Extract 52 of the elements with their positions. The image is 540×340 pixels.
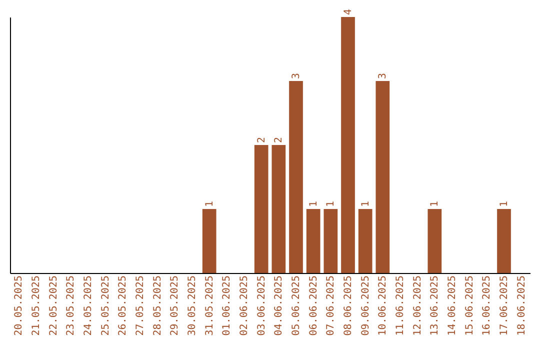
x-tick-label: 22.05.2025 [48, 276, 60, 336]
x-tick-label: 21.05.2025 [31, 276, 42, 336]
bar [428, 209, 442, 273]
x-tick-label: 01.06.2025 [222, 276, 233, 336]
x-tick-label: 11.06.2025 [395, 276, 406, 336]
x-tick-label: 06.06.2025 [308, 276, 320, 336]
x-tick-label: 16.06.2025 [482, 276, 493, 336]
data-label: 1 [430, 200, 441, 207]
x-tick-label: 18.06.2025 [516, 276, 528, 336]
data-label: 1 [308, 200, 320, 207]
data-label: 1 [326, 200, 337, 207]
x-tick-label: 28.05.2025 [152, 276, 164, 336]
x-tick-label: 09.06.2025 [360, 276, 372, 336]
bar [324, 209, 338, 273]
x-tick-label: 13.06.2025 [430, 276, 441, 336]
x-tick-label: 26.05.2025 [118, 276, 129, 336]
x-tick-label: 08.06.2025 [343, 276, 354, 336]
x-tick-label: 07.06.2025 [326, 276, 337, 336]
data-label: 1 [360, 200, 372, 207]
bar [306, 209, 320, 273]
x-tick-label: 17.06.2025 [499, 276, 510, 336]
x-tick-label: 10.06.2025 [378, 276, 389, 336]
x-tick-label: 23.05.2025 [66, 276, 77, 336]
data-label: 2 [256, 136, 268, 143]
data-label: 2 [274, 136, 285, 143]
x-tick-label: 15.06.2025 [464, 276, 476, 336]
x-tick-label: 29.05.2025 [170, 276, 181, 336]
bar [497, 209, 511, 273]
bar [254, 145, 268, 273]
bar [272, 145, 286, 273]
x-tick-label: 12.06.2025 [412, 276, 424, 336]
x-tick-label: 25.05.2025 [100, 276, 112, 336]
x-tick-label: 20.05.2025 [14, 276, 25, 336]
x-tick-label: 14.06.2025 [447, 276, 458, 336]
x-tick-label: 04.06.2025 [274, 276, 285, 336]
bar [358, 209, 372, 273]
x-tick-label: 27.05.2025 [135, 276, 146, 336]
data-label: 4 [343, 8, 354, 15]
data-label: 1 [499, 200, 510, 207]
bar [376, 81, 390, 273]
bar [289, 81, 303, 273]
x-tick-label: 03.06.2025 [256, 276, 268, 336]
data-label: 1 [204, 200, 216, 207]
x-tick-label: 05.06.2025 [291, 276, 302, 336]
x-tick-label: 31.05.2025 [204, 276, 216, 336]
x-tick-label: 30.05.2025 [187, 276, 198, 336]
data-label: 3 [378, 72, 389, 79]
data-label: 3 [291, 72, 302, 79]
x-tick-label: 24.05.2025 [83, 276, 94, 336]
bar [341, 17, 355, 273]
x-tick-label: 02.06.2025 [239, 276, 250, 336]
bar [202, 209, 216, 273]
